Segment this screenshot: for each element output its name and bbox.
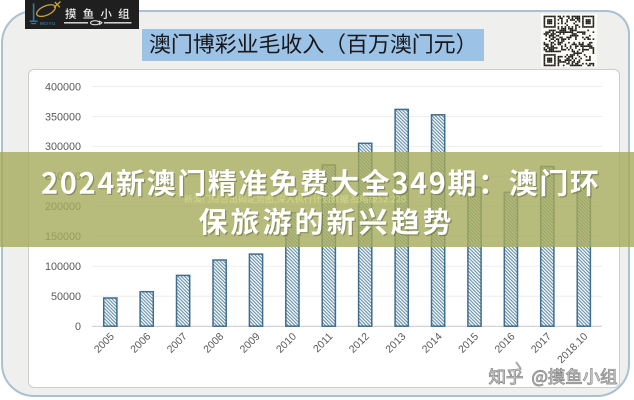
svg-text:2014: 2014: [420, 331, 445, 356]
svg-text:2017: 2017: [529, 331, 554, 356]
svg-text:2010: 2010: [274, 331, 299, 356]
svg-text:2005: 2005: [92, 331, 117, 356]
svg-text:2007: 2007: [165, 331, 190, 356]
svg-text:2016: 2016: [493, 331, 518, 356]
svg-text:300000: 300000: [45, 141, 81, 153]
svg-text:MOYU: MOYU: [40, 21, 56, 26]
svg-text:0: 0: [75, 321, 81, 333]
svg-text:2018.10: 2018.10: [555, 331, 590, 366]
svg-text:2011: 2011: [311, 331, 336, 356]
svg-text:2012: 2012: [347, 331, 372, 356]
svg-text:100000: 100000: [45, 261, 81, 273]
svg-text:2013: 2013: [383, 331, 408, 356]
svg-text:2006: 2006: [128, 331, 153, 356]
svg-text:350000: 350000: [45, 111, 81, 123]
svg-text:2009: 2009: [238, 331, 263, 356]
svg-text:50000: 50000: [51, 291, 81, 303]
svg-text:2015: 2015: [456, 331, 481, 356]
svg-text:400000: 400000: [45, 81, 81, 93]
svg-text:2008: 2008: [201, 331, 226, 356]
